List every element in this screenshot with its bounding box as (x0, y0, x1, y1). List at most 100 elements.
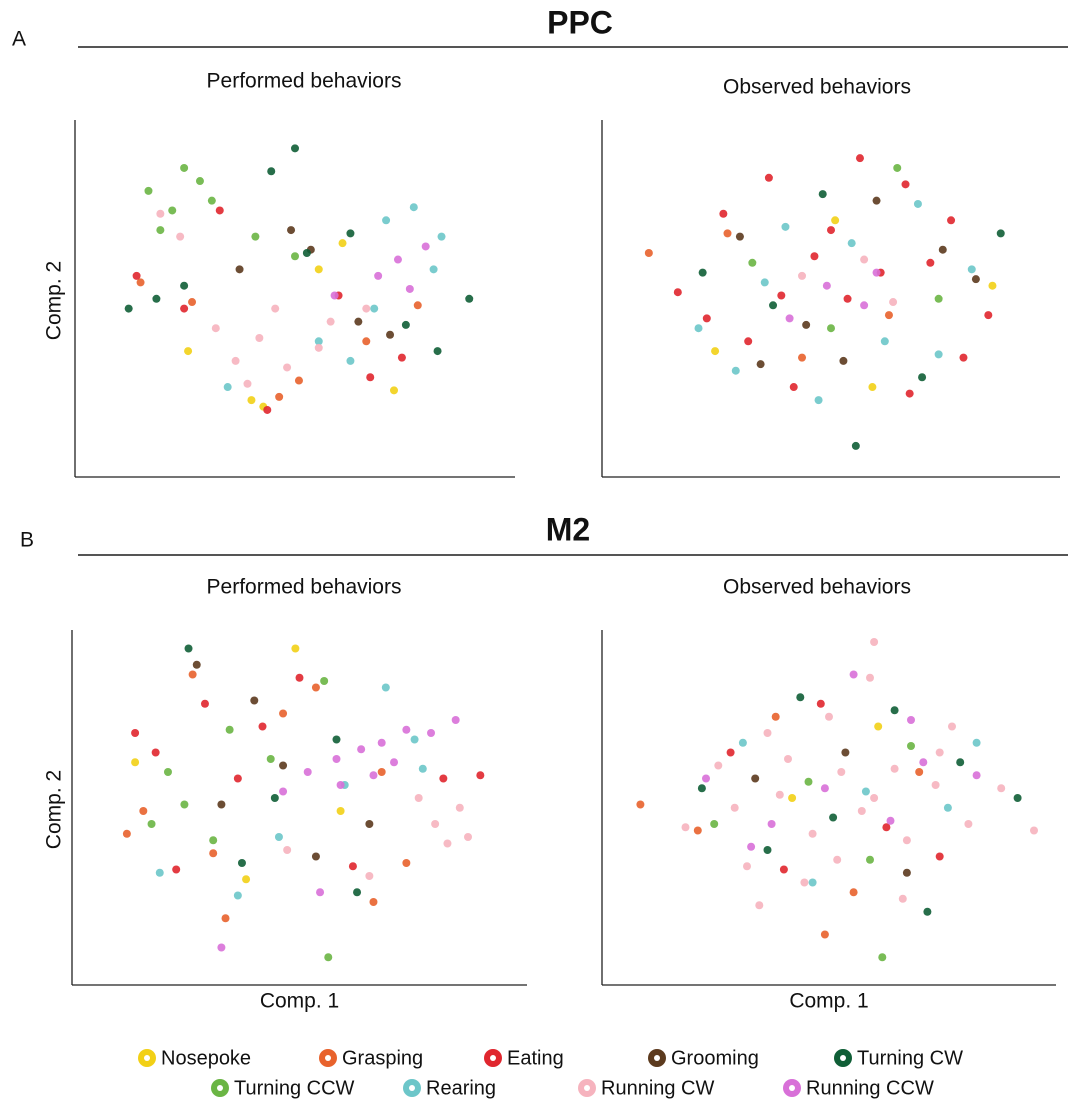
point (931, 781, 940, 789)
point (374, 271, 383, 280)
point (884, 311, 893, 320)
point (997, 784, 1006, 793)
point (822, 281, 831, 290)
point (855, 154, 864, 163)
point (777, 291, 786, 300)
point (369, 898, 378, 906)
point (366, 373, 375, 382)
legend-label: Turning CW (857, 1047, 963, 1069)
point (905, 389, 914, 398)
legend-label: Running CCW (806, 1077, 934, 1099)
point (402, 725, 411, 734)
legend-marker-dot (584, 1085, 590, 1091)
point (405, 284, 414, 293)
point (233, 774, 242, 783)
point (956, 758, 965, 767)
point (907, 716, 915, 724)
legend-marker-dot (654, 1055, 660, 1061)
legend-label: Rearing (426, 1077, 496, 1099)
point (332, 735, 341, 744)
point (314, 265, 323, 274)
point (144, 186, 153, 195)
point (694, 324, 703, 333)
point (743, 862, 751, 871)
point (731, 366, 740, 375)
point (804, 777, 813, 786)
point (353, 888, 362, 897)
point (393, 255, 402, 264)
point (410, 735, 419, 744)
point (816, 699, 825, 708)
legend-marker-dot (144, 1055, 150, 1061)
point (711, 347, 720, 356)
point (866, 673, 874, 682)
point (796, 693, 805, 702)
point (779, 865, 788, 874)
x-axis-label: Comp. 1 (789, 990, 868, 1013)
point (868, 383, 877, 392)
point (988, 281, 997, 290)
point (919, 758, 928, 767)
point (775, 790, 784, 799)
point (291, 644, 300, 653)
point (287, 226, 296, 235)
point (362, 337, 371, 346)
point (209, 849, 218, 858)
point (225, 725, 234, 734)
point (802, 320, 811, 329)
point (781, 222, 790, 231)
point (250, 696, 259, 705)
point (763, 729, 772, 737)
point (861, 787, 870, 796)
point (270, 794, 279, 802)
point (972, 771, 981, 780)
chart-title: Performed behaviors (207, 70, 402, 93)
point (275, 392, 284, 401)
point (849, 670, 858, 679)
point (833, 855, 842, 864)
point (771, 712, 780, 721)
point (748, 258, 757, 267)
point (915, 768, 924, 776)
point (948, 722, 956, 731)
point (314, 343, 323, 352)
legend-label: Grooming (671, 1047, 759, 1069)
point (326, 317, 335, 326)
point (316, 888, 325, 897)
point (798, 271, 807, 280)
point (890, 764, 899, 773)
point (847, 239, 856, 248)
point (192, 660, 201, 669)
point (437, 232, 446, 241)
point (258, 722, 267, 731)
point (889, 298, 898, 307)
chart-title: Observed behaviors (723, 576, 911, 599)
point (124, 304, 133, 313)
point (673, 288, 682, 297)
point (354, 317, 363, 326)
legend-marker-dot (325, 1055, 331, 1061)
point (760, 278, 769, 287)
point (247, 396, 256, 405)
point (266, 755, 275, 763)
point (295, 673, 304, 682)
point (390, 386, 398, 395)
point (902, 836, 911, 845)
point (156, 226, 165, 235)
point (839, 356, 848, 365)
point (784, 755, 792, 763)
legend-label: Grasping (342, 1047, 423, 1069)
point (841, 748, 850, 757)
point (755, 901, 764, 910)
point (860, 255, 869, 264)
point (693, 826, 702, 835)
point (235, 265, 244, 274)
point (207, 196, 216, 205)
point (188, 670, 197, 679)
point (242, 875, 251, 884)
point (451, 716, 460, 724)
point (223, 383, 232, 392)
point (866, 855, 874, 864)
point (294, 376, 303, 385)
point (918, 373, 927, 382)
